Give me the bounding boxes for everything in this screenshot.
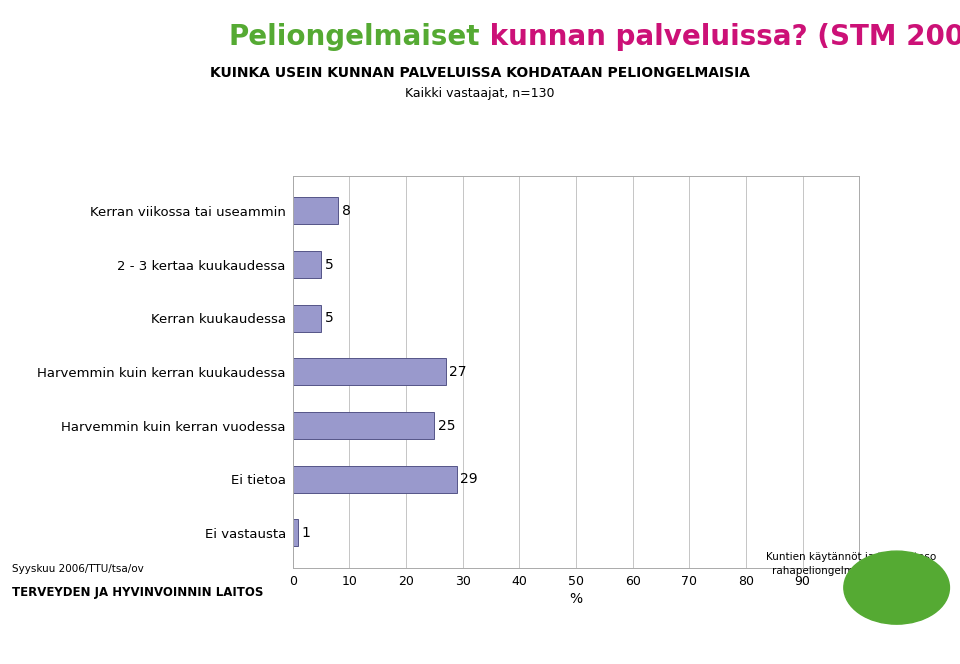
Circle shape [844, 551, 949, 624]
Text: 8: 8 [342, 204, 350, 218]
Text: 1: 1 [301, 526, 311, 540]
Bar [293, 197, 338, 224]
Text: TERVEYDEN JA HYVINVOINNIN LAITOS: TERVEYDEN JA HYVINVOINNIN LAITOS [12, 586, 263, 599]
Text: Kuntien käytännöt ja tiedon taso
rahapeliongelmaisten hoidossa
Kunnat: Kuntien käytännöt ja tiedon taso rahapel… [766, 552, 936, 589]
Text: 29: 29 [461, 472, 478, 486]
Text: 5: 5 [324, 311, 333, 325]
X-axis label: %: % [569, 592, 583, 606]
Text: Peliongelmaiset: Peliongelmaiset [228, 23, 480, 50]
Text: 6.3.2009: 6.3.2009 [24, 638, 80, 651]
Text: Kaikki vastaajat, n=130: Kaikki vastaajat, n=130 [405, 87, 555, 100]
Bar [293, 251, 321, 278]
Text: KUINKA USEIN KUNNAN PALVELUISSA KOHDATAAN PELIONGELMAISIA: KUINKA USEIN KUNNAN PALVELUISSA KOHDATAA… [210, 66, 750, 80]
Text: 11: 11 [921, 638, 936, 651]
Bar [293, 305, 321, 331]
Text: Syyskuu 2006/TTU/tsa/ov: Syyskuu 2006/TTU/tsa/ov [12, 564, 143, 574]
Bar [293, 519, 299, 546]
Bar [293, 359, 445, 385]
Text: 5: 5 [324, 258, 333, 272]
Text: 25: 25 [438, 418, 455, 432]
Text: Ongelmapelaaminen: tuki- ja hoitopalvelut Suomessa/ Saini Mustalampi: Ongelmapelaaminen: tuki- ja hoitopalvelu… [254, 638, 706, 651]
Text: 27: 27 [449, 365, 467, 379]
Text: kunnan palveluissa? (STM 2006): kunnan palveluissa? (STM 2006) [480, 23, 960, 50]
Bar [293, 465, 457, 493]
Bar [293, 412, 434, 439]
